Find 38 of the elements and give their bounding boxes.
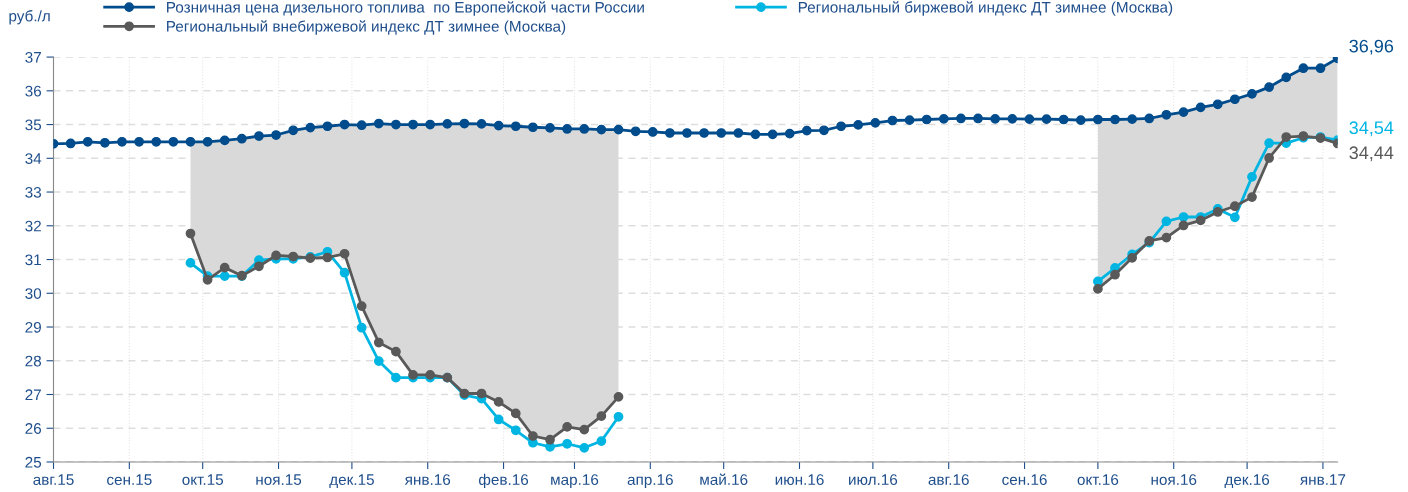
y-tick-label: 37 [25,51,41,63]
x-tick-label: ноя.15 [256,474,302,486]
legend-label: Розничная цена дизельного топлива по Европейской части России [167,1,644,16]
y-tick-label: 34 [25,153,42,164]
x-tick-label: апр.16 [627,474,673,489]
x-tick-label: дек.16 [1224,474,1270,488]
x-tick-label: янв.16 [404,474,451,486]
x-tick-label: сен.16 [1002,474,1047,486]
y-axis-title: руб./л [9,10,50,25]
y-tick-label: 28 [25,355,42,367]
legend-label: Региональный внебиржевой индекс ДТ зимнее (Москва) [167,20,566,35]
y-tick-label: 31 [25,254,41,266]
legend-label: Региональный биржевой индекс ДТ зимнее (Москва) [798,1,1173,16]
y-tick-label: 33 [25,186,42,198]
x-tick-label: окт.16 [1077,474,1119,486]
x-tick-label: янв.17 [1300,474,1346,485]
x-tick-label: фев.16 [478,473,529,489]
y-tick-label: 25 [25,456,42,468]
y-tick-label: 36 [25,85,42,97]
x-tick-label: май.16 [700,473,748,486]
y-tick-label: 26 [25,423,42,434]
x-tick-label: мар.16 [551,474,599,489]
data-label: 34,44 [1349,146,1394,162]
x-tick-label: авг.15 [33,474,74,486]
x-tick-label: ноя.16 [1151,474,1197,486]
data-label: 34,54 [1349,121,1394,137]
y-tick-label: 35 [25,119,42,131]
y-tick-label: 29 [25,321,41,333]
x-tick-label: дек.15 [329,474,374,488]
x-tick-label: июн.16 [775,474,824,486]
data-label: 36,96 [1349,39,1394,55]
x-tick-label: июл.16 [849,474,898,486]
x-tick-label: окт.15 [182,474,224,486]
y-tick-label: 32 [25,220,41,232]
y-tick-label: 30 [25,288,42,299]
y-tick-label: 27 [25,389,41,401]
x-tick-label: сен.15 [107,474,152,486]
x-tick-label: авг.16 [928,474,969,486]
